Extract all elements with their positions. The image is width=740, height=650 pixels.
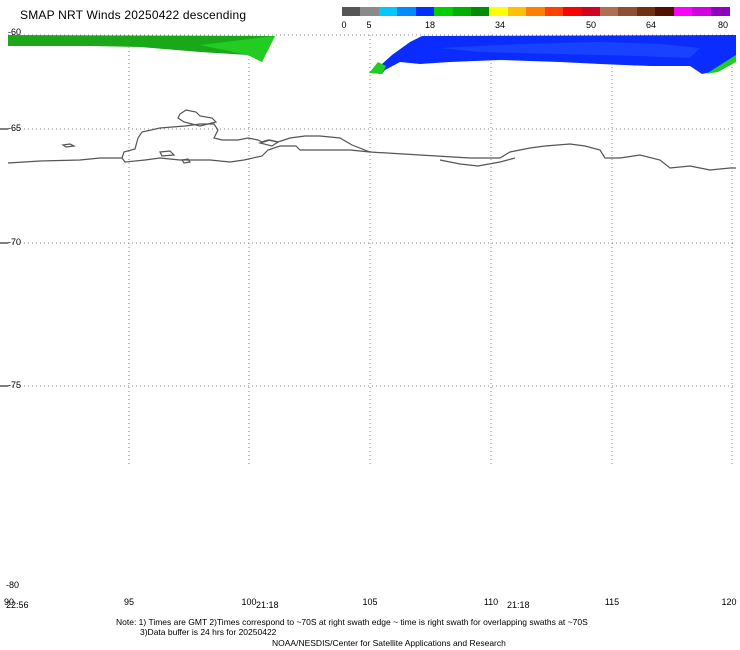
coastline [7, 109, 736, 171]
colorbar-label: 0 [341, 20, 347, 30]
colorbar-segment [655, 7, 675, 16]
lat-label-70: -70 [8, 237, 22, 247]
colorbar-segment [507, 7, 527, 16]
lat-label-75: -75 [8, 380, 22, 390]
lon-label-90: 90 [3, 597, 15, 607]
colorbar-segment [618, 7, 638, 16]
plot-title: SMAP NRT Winds 20250422 descending [20, 8, 247, 22]
note-line-2: 3)Data buffer is 24 hrs for 20250422 [140, 627, 277, 637]
lon-label-95: 95 [123, 597, 135, 607]
colorbar-segment [434, 7, 454, 16]
lat-label-80: -80 [6, 580, 20, 590]
lon-label-120: 120 [721, 597, 737, 607]
colorbar-segment [563, 7, 583, 16]
colorbar-segment [636, 7, 656, 16]
swath-time-3: 21:18 [507, 600, 530, 610]
wind-swath-right-edge-green-1 [369, 62, 386, 74]
swath-time-2: 21:18 [256, 600, 279, 610]
colorbar-label: 34 [494, 20, 506, 30]
colorbar-segment [692, 7, 712, 16]
colorbar-label: 50 [585, 20, 597, 30]
colorbar-segment [452, 7, 472, 16]
lon-label-100: 100 [241, 597, 257, 607]
lat-label-60: -60 [8, 27, 22, 37]
colorbar-segment [489, 7, 509, 16]
colorbar-segment [710, 7, 730, 16]
wind-swath-right-edge-green-2 [706, 55, 736, 74]
colorbar-segment [673, 7, 693, 16]
colorbar-segment [471, 7, 491, 16]
swath-time-1: 22:56 [6, 600, 29, 610]
lon-label-115: 115 [604, 597, 620, 607]
colorbar-segment [544, 7, 564, 16]
colorbar-label: 64 [645, 20, 657, 30]
colorbar-segment [526, 7, 546, 16]
wind-swath-right-highlight [440, 42, 700, 58]
graticule [8, 34, 736, 465]
colorbar-segment [378, 7, 398, 16]
colorbar-label: 18 [424, 20, 436, 30]
note-line-3: NOAA/NESDIS/Center for Satellite Applica… [272, 638, 506, 648]
colorbar-segment [581, 7, 601, 16]
lon-label-105: 105 [362, 597, 378, 607]
lon-label-110: 110 [483, 597, 499, 607]
colorbar-segment [415, 7, 435, 16]
lat-label-65: -65 [8, 123, 22, 133]
wind-swath-left-edge [200, 36, 275, 62]
colorbar-segment [600, 7, 620, 16]
colorbar-segment [397, 7, 417, 16]
note-line-1: Note: 1) Times are GMT 2)Times correspon… [116, 617, 588, 627]
colorbar-label: 80 [717, 20, 729, 30]
colorbar-segment [342, 7, 362, 16]
colorbar-label: 5 [366, 20, 372, 30]
colorbar-segment [360, 7, 380, 16]
wind-swath-left [8, 35, 275, 62]
